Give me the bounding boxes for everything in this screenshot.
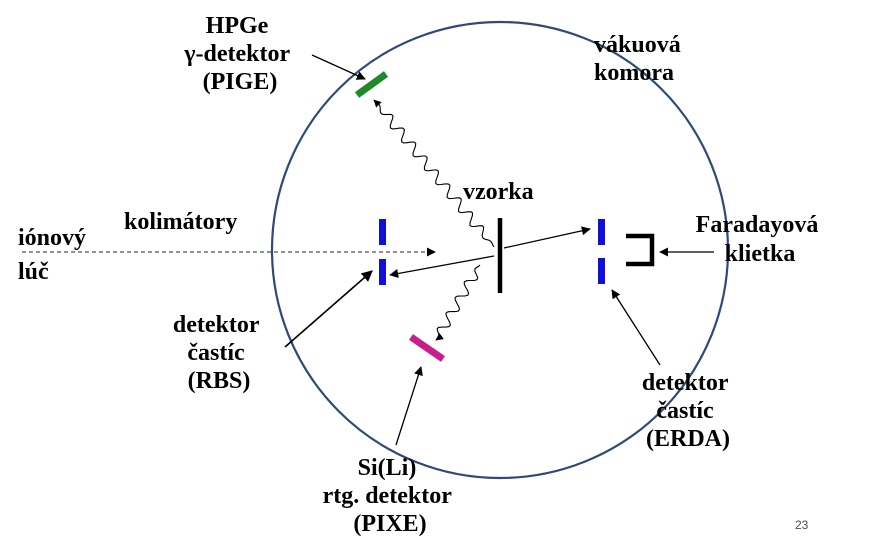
collimator-right-top: [598, 219, 605, 245]
rbs-label: detektor častíc (RBS): [173, 312, 265, 394]
page-number: 23: [795, 518, 809, 532]
vacuum-chamber: [270, 20, 730, 480]
rbs-pointer-arrow: [284, 270, 373, 348]
sample-label: vzorka: [463, 179, 534, 205]
collimators-label: kolimátory: [124, 209, 237, 235]
faraday-label: Faradayová klietka: [696, 212, 825, 267]
xray-detector-icon: [409, 334, 445, 362]
pixe-pointer-arrow: [395, 366, 423, 446]
erda-pointer-arrow: [611, 289, 661, 366]
rbs-scatter-arrow: [389, 255, 495, 279]
gamma-ray-wave: [373, 99, 495, 248]
collimator-left-top: [379, 219, 386, 245]
collimator-right-bottom: [598, 258, 605, 284]
faraday-cup: [626, 233, 655, 267]
pixe-label: Si(Li) rtg. detektor (PIXE): [323, 455, 458, 537]
gamma-detector-icon: [354, 71, 389, 98]
hpge-pointer-arrow: [311, 54, 366, 80]
chamber-label: vákuová komora: [594, 32, 687, 86]
collimator-left-bottom: [379, 259, 386, 285]
erda-label: detektor častíc (ERDA): [642, 370, 734, 452]
ion-beam-label: iónový lúč: [18, 225, 92, 285]
xray-wave: [435, 264, 481, 341]
erda-recoil-arrow: [503, 226, 591, 249]
hpge-label: HPGe γ-detektor (PIGE): [183, 13, 295, 95]
